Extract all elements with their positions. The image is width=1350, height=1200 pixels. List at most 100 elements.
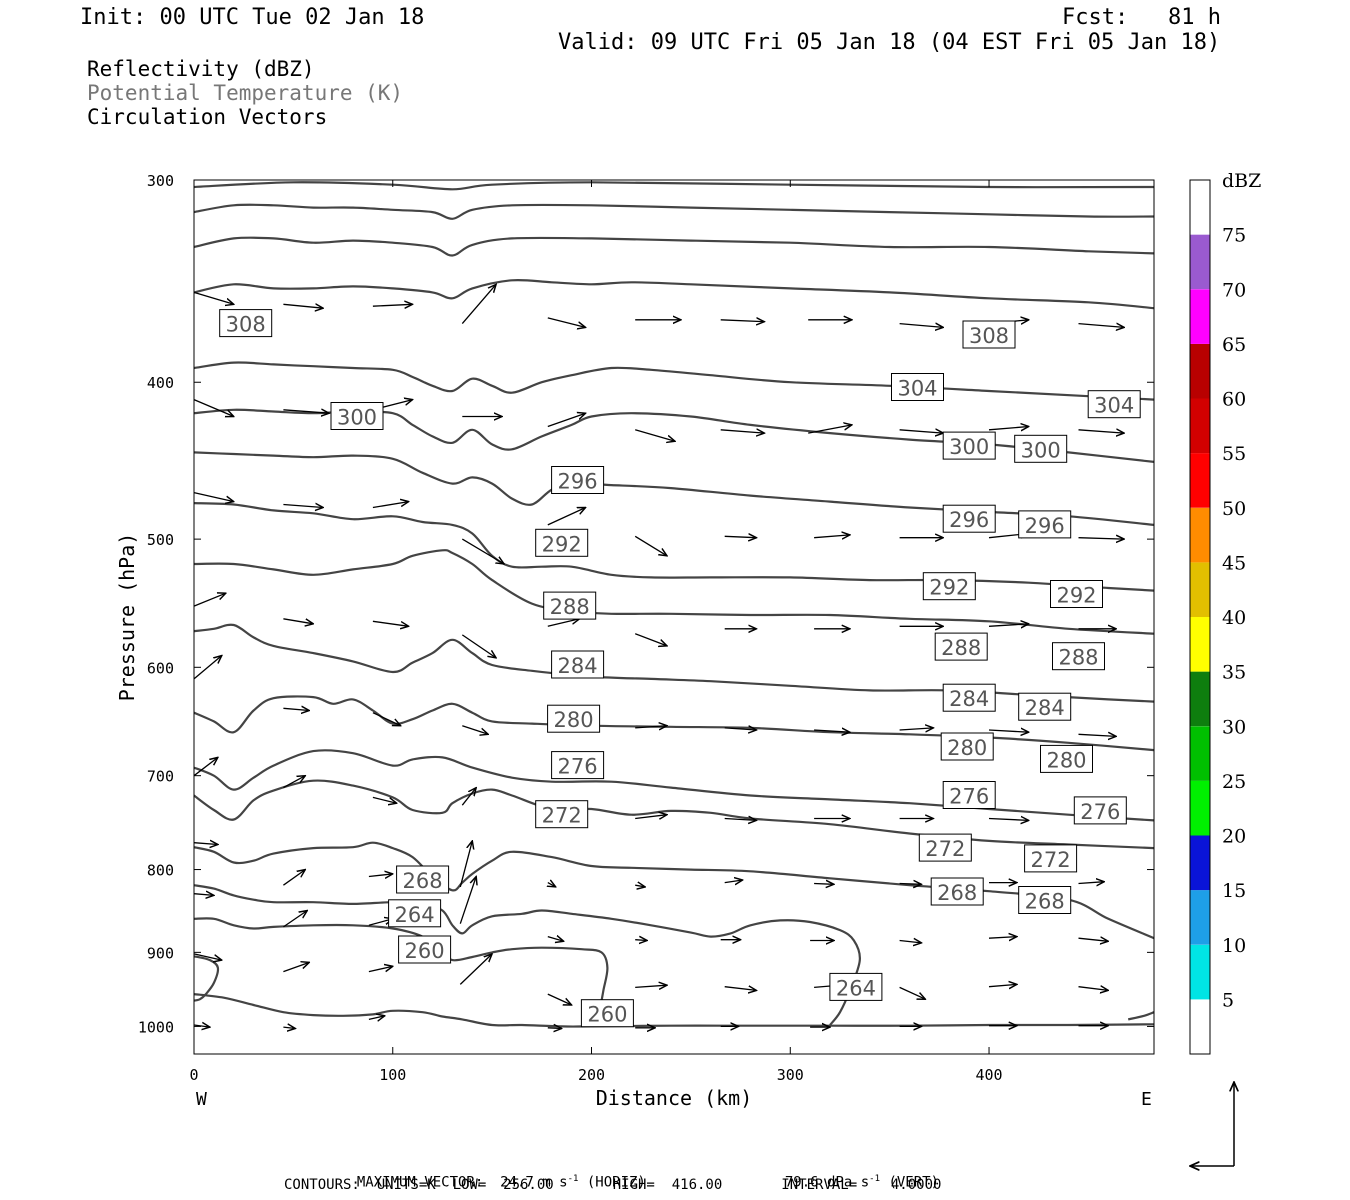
svg-text:292: 292 <box>929 576 969 600</box>
y-tick-label: 600 <box>147 659 174 677</box>
circulation-vector <box>988 427 1029 430</box>
circulation-vector <box>1078 882 1105 884</box>
contour-info: CONTOURS: UNITS=K LOW= 256.00 HIGH= 416.… <box>284 1177 942 1193</box>
contour-label: 276 <box>942 781 996 809</box>
circulation-vector <box>899 884 922 885</box>
circulation-vector <box>368 966 393 973</box>
contour-label: 268 <box>396 865 450 894</box>
colorbar-band <box>1190 180 1210 235</box>
svg-text:280: 280 <box>1046 748 1086 772</box>
circulation-vector <box>814 884 834 885</box>
svg-text:288: 288 <box>1058 646 1098 670</box>
colorbar-band <box>1190 562 1210 617</box>
svg-text:284: 284 <box>949 687 989 711</box>
svg-text:272: 272 <box>1031 848 1071 872</box>
forecast-hour: 81 h <box>1168 5 1221 30</box>
circulation-vector <box>814 535 850 538</box>
circulation-vector <box>988 819 1029 821</box>
max-vector-vert-line: 79.6 dPa s-1 (VERT) <box>768 1158 939 1191</box>
circulation-vector <box>547 508 586 526</box>
colorbar: 5 10 15 20 25 30 35 40 45 50 55 60 65 70 75 <box>1189 179 1246 1055</box>
circulation-vector <box>988 937 1017 939</box>
contour-label: 264 <box>388 899 442 928</box>
svg-text:308: 308 <box>226 313 266 337</box>
colorbar-band <box>1190 617 1210 672</box>
svg-text:284: 284 <box>558 654 598 678</box>
contour-line-276 <box>193 749 1155 822</box>
x-tick-label: 200 <box>578 1066 605 1084</box>
max-vector-line: MAXIMUM VECTOR: 24.7 m s-1 (HORIZ) <box>340 1158 646 1191</box>
circulation-vector <box>461 538 504 564</box>
contour-line-268 <box>193 841 1155 940</box>
contour-label: 284 <box>942 683 996 712</box>
circulation-vector <box>724 728 757 730</box>
circulation-vector <box>193 843 218 845</box>
contour-line-264 <box>193 884 861 1026</box>
contour-label: 276 <box>1073 796 1127 825</box>
contour-line-308 <box>193 278 1155 310</box>
y-axis-title: Pressure (hPa) <box>115 533 139 702</box>
contour-line-256 <box>193 955 220 1002</box>
colorbar-band <box>1190 780 1210 836</box>
x-tick-label: 100 <box>379 1066 406 1084</box>
contour-label: 280 <box>940 732 994 761</box>
x-axis-title: Distance (km) <box>596 1086 753 1110</box>
max-vector-vert: 79.6 dPa s <box>784 1174 870 1191</box>
reference-vector-icon <box>1190 1082 1234 1166</box>
exponent-horiz: -1 <box>567 1174 579 1184</box>
field-potential-temperature: Potential Temperature (K) <box>87 81 404 105</box>
y-tick-label: 300 <box>147 172 174 190</box>
circulation-vector <box>459 841 472 888</box>
svg-text:296: 296 <box>949 508 989 532</box>
contour-label: 280 <box>1040 744 1093 773</box>
contour-label: 296 <box>1018 510 1072 539</box>
contour-label: 268 <box>1018 886 1072 914</box>
colorbar-level-label: 20 <box>1222 826 1246 848</box>
circulation-vector <box>1078 734 1117 736</box>
contour-label: 308 <box>219 309 273 338</box>
x-end-label-west: W <box>196 1089 207 1110</box>
circulation-vector <box>988 624 1029 627</box>
circulation-vector <box>635 429 675 441</box>
contour-label: 304 <box>1087 390 1141 419</box>
contour-label: 300 <box>942 431 996 460</box>
svg-text:296: 296 <box>1025 514 1065 538</box>
contour-label: 300 <box>330 402 384 430</box>
circulation-vector <box>461 788 476 806</box>
circulation-vector <box>1078 324 1125 328</box>
contour-label: 288 <box>1052 642 1105 671</box>
x-tick-label: 0 <box>189 1066 198 1084</box>
colorbar-level-label: 35 <box>1222 662 1246 684</box>
circulation-vector <box>372 712 401 726</box>
svg-text:276: 276 <box>949 785 989 809</box>
svg-text:288: 288 <box>550 595 590 619</box>
x-tick-label: 400 <box>975 1066 1002 1084</box>
circulation-vector <box>988 984 1017 986</box>
circulation-vector <box>372 620 409 626</box>
max-vector-vert-unit: (VERT) <box>888 1174 940 1191</box>
exponent-vert: -1 <box>869 1174 880 1184</box>
circulation-vector <box>634 535 667 556</box>
circulation-vector <box>547 1028 562 1029</box>
colorbar-level-label: 15 <box>1222 880 1246 902</box>
contour-label: 264 <box>829 972 883 1001</box>
circulation-vector <box>1078 430 1125 433</box>
circulation-vector <box>547 993 572 1005</box>
valid-time: Valid: 09 UTC Fri 05 Jan 18 (04 EST Fri … <box>558 30 1221 55</box>
svg-text:272: 272 <box>542 804 582 828</box>
circulation-vector <box>1078 938 1109 941</box>
circulation-vector <box>899 728 934 730</box>
circulation-vector <box>899 324 944 328</box>
circulation-vector <box>634 633 667 646</box>
max-vector-horiz: MAXIMUM VECTOR: 24.7 m s <box>356 1174 568 1191</box>
colorbar-level-label: 65 <box>1222 334 1246 356</box>
colorbar-band <box>1190 343 1210 399</box>
contour-label: 284 <box>1018 692 1072 721</box>
colorbar-band <box>1190 507 1210 563</box>
svg-text:300: 300 <box>949 435 989 459</box>
contour-label: 292 <box>535 528 589 557</box>
colorbar-level-label: 70 <box>1222 279 1246 301</box>
contour-label: 280 <box>547 704 601 733</box>
svg-text:296: 296 <box>558 470 598 494</box>
